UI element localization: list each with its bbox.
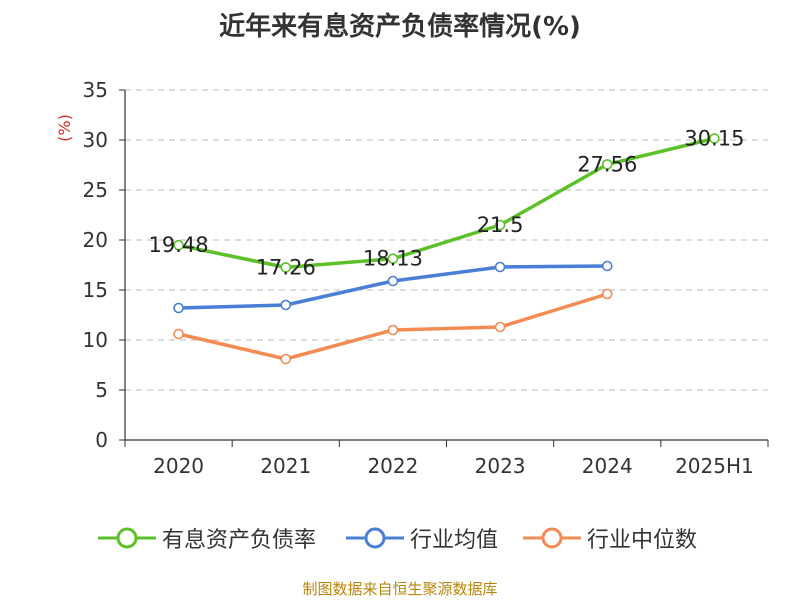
data-label: 19.48 (149, 233, 209, 257)
x-tick-label: 2025H1 (675, 454, 754, 478)
data-point[interactable] (601, 260, 613, 272)
source-note: 制图数据来自恒生聚源数据库 (302, 580, 498, 598)
data-label: 18.13 (363, 247, 423, 271)
legend-item-industry-median[interactable]: 行业中位数 (523, 520, 697, 556)
data-point[interactable] (280, 353, 292, 365)
y-tick-label: 10 (83, 328, 108, 352)
series-line (176, 264, 609, 310)
y-tick-label: 5 (95, 378, 108, 402)
data-point[interactable] (173, 302, 184, 314)
data-point[interactable] (601, 159, 613, 170)
data-point[interactable] (280, 262, 292, 273)
y-tick-label: 25 (83, 178, 108, 202)
chart-title: 近年来有息资产负债率情况(%) (219, 12, 581, 42)
legend-line-blue-icon (346, 527, 404, 549)
data-label: 30.15 (684, 127, 744, 151)
data-label: 27.56 (577, 152, 637, 176)
y-tick-label: 15 (83, 278, 108, 302)
x-tick-label: 2023 (475, 454, 526, 478)
x-tick-label: 2020 (153, 454, 204, 478)
x-tick-label: 2022 (367, 454, 418, 478)
legend-item-interest-debt-ratio[interactable]: 有息资产负债率 (98, 520, 316, 556)
data-point[interactable] (280, 299, 292, 311)
legend-line-green-icon (98, 527, 156, 549)
series-line (176, 136, 717, 270)
y-tick-label: 0 (95, 428, 108, 452)
x-tick-label: 2021 (260, 454, 311, 478)
legend-label: 有息资产负债率 (162, 528, 317, 553)
y-tick-label: 30 (83, 128, 108, 152)
y-tick-label: 20 (83, 228, 108, 252)
legend-label: 行业中位数 (587, 528, 698, 553)
data-point[interactable] (387, 253, 399, 265)
data-point[interactable] (601, 288, 613, 300)
legend-line-orange-icon (523, 527, 581, 549)
data-point[interactable] (173, 328, 184, 340)
data-point[interactable] (387, 324, 399, 336)
data-point[interactable] (494, 219, 506, 231)
data-point[interactable] (387, 275, 399, 287)
data-point[interactable] (494, 321, 506, 333)
data-point[interactable] (173, 239, 184, 251)
data-point[interactable] (494, 261, 506, 273)
data-point[interactable] (709, 133, 720, 144)
legend-label: 行业均值 (410, 528, 499, 553)
data-label: 21.5 (477, 213, 524, 237)
data-label: 17.26 (256, 255, 316, 279)
y-tick-label: 35 (83, 78, 108, 102)
x-tick-label: 2024 (582, 454, 633, 478)
y-axis-label: (%) (55, 114, 74, 142)
legend-item-industry-mean[interactable]: 行业均值 (346, 520, 498, 556)
